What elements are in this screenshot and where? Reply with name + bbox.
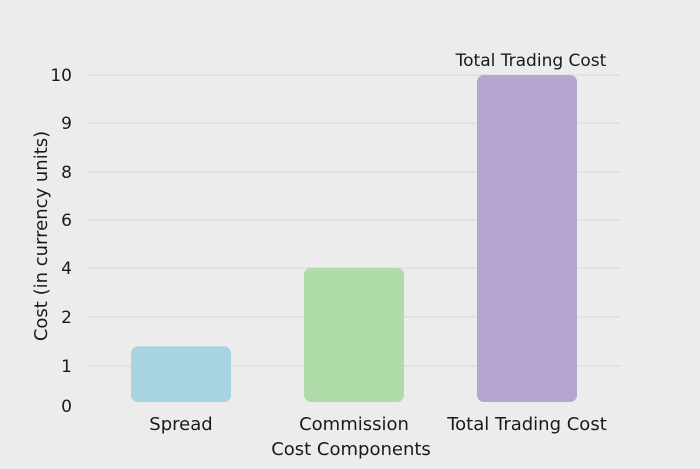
y-tick-label: 9: [61, 114, 72, 134]
y-tick-label: 8: [61, 163, 72, 183]
y-axis-label: Cost (in currency units): [31, 131, 52, 341]
y-tick-label: 1: [61, 357, 72, 377]
x-tick-label: Total Trading Cost: [446, 414, 607, 435]
x-tick-label: Spread: [149, 414, 212, 435]
y-tick-label: 10: [50, 66, 72, 86]
x-axis-label: Cost Components: [271, 439, 431, 460]
y-tick-label: 2: [61, 308, 72, 328]
bar-annotation: Total Trading Cost: [455, 51, 607, 71]
y-axis-ticks: 0 1 2 4 6 8 9 10: [50, 66, 72, 417]
bars: [131, 75, 577, 402]
y-tick-label: 4: [61, 259, 72, 279]
bar: [477, 75, 577, 402]
x-axis-ticks: Spread Commission Total Trading Cost: [149, 414, 606, 435]
y-tick-label: 6: [61, 211, 72, 231]
bar: [131, 346, 231, 402]
bar: [304, 268, 404, 402]
x-tick-label: Commission: [299, 414, 409, 435]
y-tick-label: 0: [61, 397, 72, 417]
